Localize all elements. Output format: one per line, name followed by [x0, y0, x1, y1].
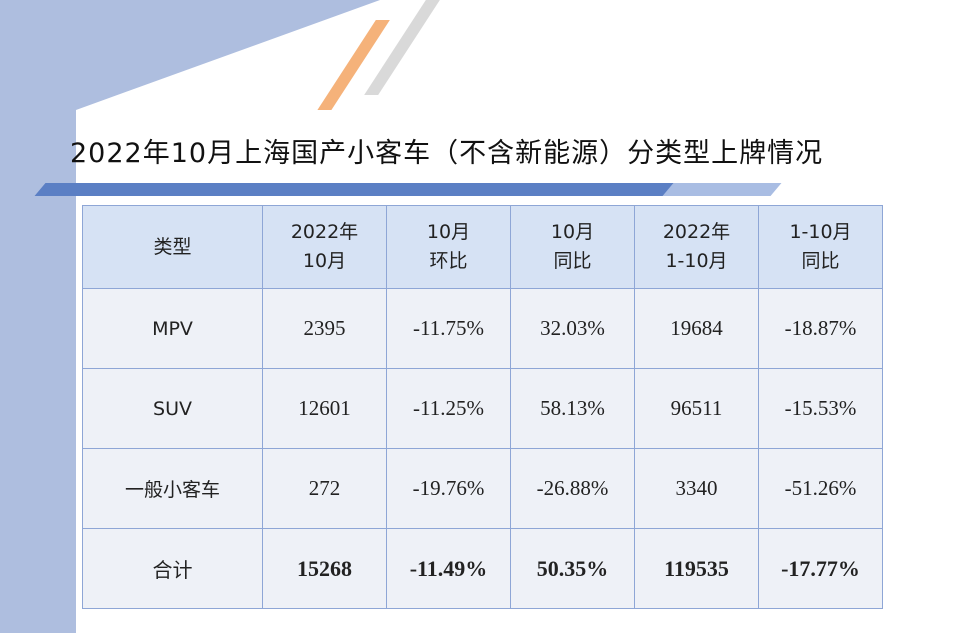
table-cell: -11.25%: [386, 368, 511, 449]
title-underline-dark: [34, 183, 676, 196]
table-cell: 3340: [634, 448, 759, 529]
header-oct-2022: 2022年 10月: [262, 205, 387, 289]
table-cell: -51.26%: [758, 448, 883, 529]
table-cell-type: MPV: [82, 288, 263, 369]
table-cell: 119535: [634, 528, 759, 609]
table-cell: -15.53%: [758, 368, 883, 449]
header-ytd-2022: 2022年 1-10月: [634, 205, 759, 289]
table-cell: 272: [262, 448, 387, 529]
table-cell-type: 一般小客车: [82, 448, 263, 529]
table-cell: 58.13%: [510, 368, 635, 449]
table-row-total: 合计 15268 -11.49% 50.35% 119535 -17.77%: [82, 528, 883, 609]
table-header-row: 类型 2022年 10月 10月 环比 10月 同比 2022年 1-10月 1…: [82, 205, 883, 289]
table-cell: -19.76%: [386, 448, 511, 529]
table-row-suv: SUV 12601 -11.25% 58.13% 96511 -15.53%: [82, 368, 883, 449]
table-cell: -17.77%: [758, 528, 883, 609]
table-cell: -18.87%: [758, 288, 883, 369]
table-cell: 2395: [262, 288, 387, 369]
header-type: 类型: [82, 205, 263, 289]
table-cell-type: 合计: [82, 528, 263, 609]
table-row-mpv: MPV 2395 -11.75% 32.03% 19684 -18.87%: [82, 288, 883, 369]
table-cell-type: SUV: [82, 368, 263, 449]
header-oct-yoy: 10月 同比: [510, 205, 635, 289]
table-row-general: 一般小客车 272 -19.76% -26.88% 3340 -51.26%: [82, 448, 883, 529]
registration-table: 类型 2022年 10月 10月 环比 10月 同比 2022年 1-10月 1…: [82, 205, 883, 609]
header-ytd-yoy: 1-10月 同比: [758, 205, 883, 289]
table-cell: 32.03%: [510, 288, 635, 369]
table-cell: -11.75%: [386, 288, 511, 369]
table-cell: 50.35%: [510, 528, 635, 609]
table-cell: 15268: [262, 528, 387, 609]
table-cell: 19684: [634, 288, 759, 369]
table-cell: -26.88%: [510, 448, 635, 529]
table-cell: 12601: [262, 368, 387, 449]
title-underline-light: [662, 183, 782, 196]
page-title: 2022年10月上海国产小客车（不含新能源）分类型上牌情况: [70, 138, 824, 169]
header-oct-mom: 10月 环比: [386, 205, 511, 289]
table-cell: -11.49%: [386, 528, 511, 609]
table-cell: 96511: [634, 368, 759, 449]
